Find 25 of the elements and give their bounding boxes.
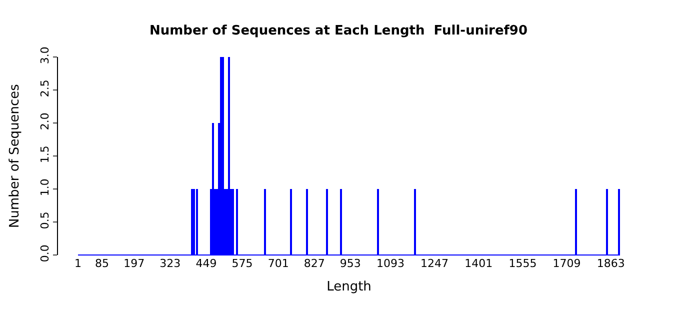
y-tick-label: 3.0 xyxy=(38,46,52,64)
x-tick-label: 85 xyxy=(95,257,110,270)
y-tick-label: 0.0 xyxy=(38,244,52,262)
x-tick-label: 575 xyxy=(232,257,253,270)
x-tick-label: 449 xyxy=(196,257,217,270)
x-tick-label: 701 xyxy=(268,257,289,270)
x-tick-label: 1093 xyxy=(376,257,404,270)
x-tick-label: 827 xyxy=(304,257,325,270)
x-tick-label: 323 xyxy=(160,257,181,270)
y-tick-label: 1.5 xyxy=(38,146,52,164)
x-tick-label: 197 xyxy=(124,257,145,270)
x-tick-label: 953 xyxy=(340,257,361,270)
y-axis-title: Number of Sequences xyxy=(8,84,23,228)
x-tick-label: 1709 xyxy=(552,257,581,270)
y-tick-label: 2.0 xyxy=(38,112,52,130)
y-tick-label: 1.0 xyxy=(38,178,52,196)
y-tick-label: 2.5 xyxy=(38,80,52,98)
x-axis-title: Length xyxy=(326,280,372,295)
chart-title: Number of Sequences at Each Length Full-uniref90 xyxy=(149,23,528,38)
y-tick-label: 0.5 xyxy=(38,212,52,230)
x-tick-label: 1555 xyxy=(508,257,537,270)
x-tick-label: 1247 xyxy=(420,257,449,270)
x-tick-label: 1 xyxy=(74,257,82,270)
x-tick-label: 1401 xyxy=(464,257,493,270)
x-tick-label: 1863 xyxy=(596,257,625,270)
